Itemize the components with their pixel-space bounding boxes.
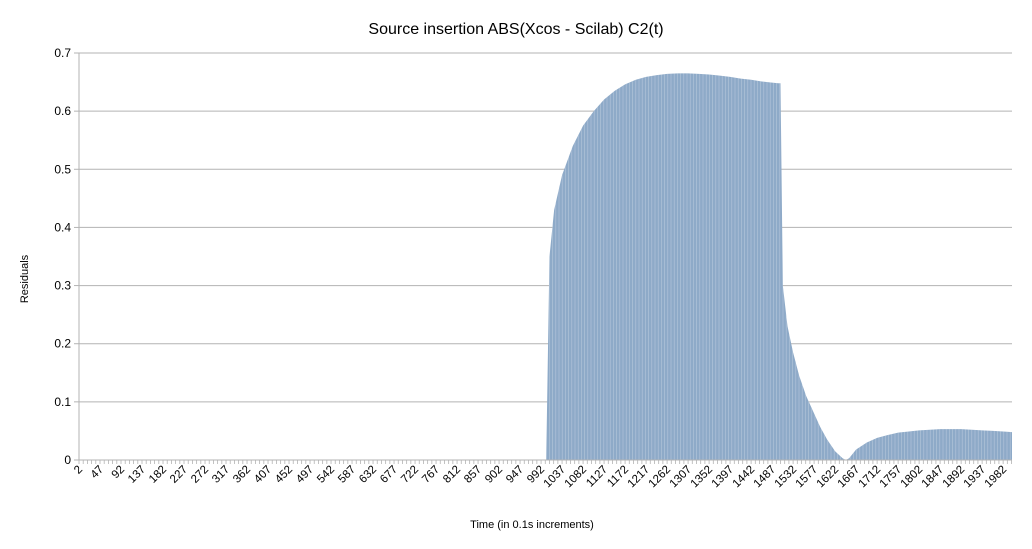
- y-tick-label: 0.5: [54, 162, 71, 176]
- x-tick-label: 1802: [899, 464, 926, 491]
- y-tick-label: 0.3: [54, 279, 71, 293]
- gridlines: [79, 52, 1012, 403]
- x-tick-label: 1622: [815, 464, 842, 491]
- x-tick-label: 497: [294, 464, 316, 486]
- bar-stripes: [79, 73, 1011, 460]
- x-tick-label: 47: [89, 464, 107, 482]
- y-tick-label: 0.4: [54, 220, 71, 234]
- x-axis-label: Time (in 0.1s increments): [470, 519, 594, 531]
- x-tick-label: 1667: [836, 464, 863, 491]
- x-tick-label: 317: [210, 464, 232, 486]
- y-tick-label: 0: [64, 453, 71, 467]
- y-tick-label: 0.1: [54, 395, 71, 409]
- x-tick-label: 1847: [920, 464, 947, 491]
- data-area: [79, 73, 1012, 460]
- x-tick-label: 902: [483, 464, 505, 486]
- x-tick-label: 1127: [584, 464, 610, 490]
- x-tick-label: 1982: [983, 464, 1010, 491]
- x-tick-label: 1712: [857, 464, 884, 491]
- x-tick-label: 1937: [962, 464, 989, 491]
- x-tick-label: 1172: [605, 464, 631, 490]
- x-tick-label: 632: [357, 464, 379, 486]
- x-tick-label: 767: [420, 464, 442, 486]
- x-tick-label: 1037: [542, 464, 569, 491]
- x-tick-label: 2: [72, 464, 85, 477]
- x-tick-label: 1487: [752, 464, 779, 491]
- x-tick-label: 1397: [710, 464, 737, 491]
- x-tick-label: 587: [336, 464, 358, 486]
- x-tick-label: 1577: [794, 464, 821, 491]
- x-tick-label: 677: [378, 464, 400, 486]
- x-tick-label: 272: [189, 464, 211, 486]
- x-tick-label: 1217: [626, 464, 653, 491]
- y-axis-label: Residuals: [19, 254, 31, 303]
- x-tick-label: 137: [126, 464, 148, 486]
- series-area-0: [79, 73, 1012, 460]
- y-tick-label: 0.2: [54, 337, 71, 351]
- x-tick-label: 812: [441, 464, 463, 486]
- x-tick-label: 227: [168, 464, 190, 486]
- x-tick-label: 947: [504, 464, 526, 486]
- x-tick-label: 1442: [731, 464, 758, 491]
- x-ticks: 2 47 9213718222727231736240745249754258763…: [72, 460, 1012, 491]
- x-tick-label: 1262: [647, 464, 674, 491]
- y-tick-labels: 0 0.1 0.2 0.3 0.4 0.5 0.6 0.7: [54, 46, 71, 467]
- x-tick-label: 182: [147, 464, 169, 486]
- x-tick-label: 407: [252, 464, 274, 486]
- x-tick-label: 1352: [689, 464, 716, 491]
- x-tick-label: 542: [315, 464, 337, 486]
- chart-title: Source insertion ABS(Xcos - Scilab) C2(t…: [368, 21, 663, 38]
- y-tick-label: 0.7: [54, 46, 71, 60]
- x-tick-label: 362: [231, 464, 253, 486]
- x-tick-label: 1757: [878, 464, 905, 491]
- x-tick-label: 92: [110, 464, 128, 482]
- x-tick-label: 722: [399, 464, 421, 486]
- axes: [74, 52, 1012, 461]
- x-tick-label: 1892: [941, 464, 968, 491]
- x-tick-label: 1082: [563, 464, 590, 491]
- x-tick-label: 452: [273, 464, 295, 486]
- y-tick-label: 0.6: [54, 104, 71, 118]
- x-tick-label: 1532: [773, 464, 800, 491]
- x-tick-label: 857: [462, 464, 484, 486]
- x-tick-label: 1307: [668, 464, 695, 491]
